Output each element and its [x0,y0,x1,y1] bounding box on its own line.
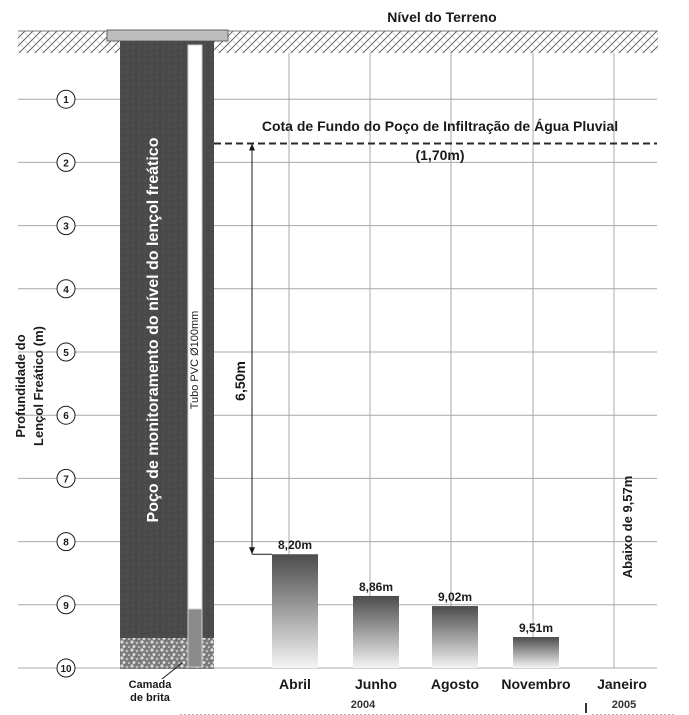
bar [432,606,478,668]
y-tick-marker [56,216,76,236]
bar-value-label: 8,86m [359,580,393,594]
ground-surface [18,29,658,53]
category-label: Novembro [501,676,570,692]
year-label-2005: 2005 [612,699,636,711]
y-axis-label-line-2: Lençol Freático (m) [31,326,46,446]
bar-value-label: 9,51m [519,621,553,635]
distance-arrow-head-top [249,143,255,151]
monitoring-well [120,41,214,680]
janeiro-note: Abaixo de 9,57m [620,476,635,579]
chart-title: Nível do Terreno [387,9,496,25]
y-tick-marker [56,279,76,299]
year-label-2004: 2004 [351,699,376,711]
y-tick-marker [56,89,76,109]
gravel-label-line-2: de brita [130,692,171,704]
bars: 8,20m Abril 8,86m Junho 9,02m Agosto 9,51m Nove… [272,538,647,692]
bar [353,595,399,668]
y-tick-label: 5 [63,348,69,359]
y-tick-marker [56,595,76,615]
pipe-screen [187,608,203,668]
gravel-leader [161,662,183,680]
bar [272,554,318,668]
y-tick-label: 3 [63,222,69,233]
category-label: Abril [279,676,311,692]
y-tick-label: 7 [63,474,69,485]
y-tick-label: 10 [60,664,72,675]
y-tick-label: 1 [63,95,69,106]
y-tick-marker [56,658,76,678]
distance-label: 6,50m [232,361,248,401]
category-label: Janeiro [597,676,647,692]
distance-arrow-head-bottom [249,547,255,555]
y-axis-label-line-1: Profundidade do [13,334,28,437]
bar-value-label: 9,02m [438,590,472,604]
gravel-label-line-1: Camada [129,679,173,691]
infiltration-line-label: Cota de Fundo do Poço de Infiltração de … [262,118,618,134]
y-tick-marker [56,152,76,172]
y-tick-label: 4 [63,285,69,296]
bar-value-label: 8,20m [278,538,312,552]
bar [513,637,559,668]
y-axis-ticks: 1 2 3 4 5 6 7 8 9 10 [56,89,76,678]
pipe-label: Tubo PVC Ø100mm [189,311,201,410]
y-tick-marker [56,532,76,552]
y-tick-marker [56,405,76,425]
category-label: Agosto [431,676,479,692]
y-tick-label: 6 [63,411,69,422]
well-cap [106,29,229,42]
category-label: Junho [355,676,397,692]
y-tick-marker [56,468,76,488]
well-label: Poço de monitoramento do nível do lençol… [145,137,162,522]
y-tick-label: 8 [63,538,69,549]
y-tick-label: 2 [63,158,69,169]
y-tick-marker [56,342,76,362]
annotations [180,142,675,715]
y-tick-label: 9 [63,601,69,612]
infiltration-depth-label: (1,70m) [415,147,464,163]
